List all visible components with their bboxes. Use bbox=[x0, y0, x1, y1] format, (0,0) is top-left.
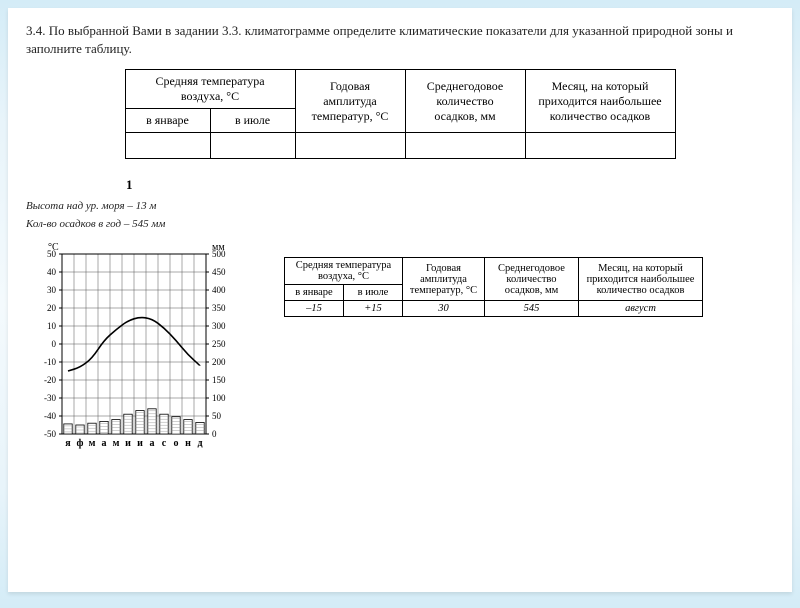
svg-text:50: 50 bbox=[212, 411, 222, 421]
svg-text:0: 0 bbox=[212, 429, 217, 439]
ans-hdr-avg-temp: Средняя температура воздуха, °С bbox=[285, 258, 403, 285]
svg-text:50: 50 bbox=[47, 249, 57, 259]
cell-jan[interactable] bbox=[125, 133, 210, 159]
svg-text:а: а bbox=[102, 438, 107, 449]
hdr-jan: в январе bbox=[125, 109, 210, 133]
svg-text:450: 450 bbox=[212, 267, 226, 277]
svg-text:а: а bbox=[150, 438, 155, 449]
task-number: 3.4. bbox=[26, 23, 46, 38]
svg-text:500: 500 bbox=[212, 249, 226, 259]
svg-text:и: и bbox=[137, 438, 143, 449]
ans-hdr-amplitude: Годовая амплитуда температур, °С bbox=[403, 258, 485, 301]
ans-hdr-precip: Среднегодовое количество осадков, мм bbox=[485, 258, 579, 301]
hdr-avg-temp: Средняя температура воздуха, °С bbox=[125, 70, 295, 109]
hdr-precip: Среднегодовое количество осадков, мм bbox=[405, 70, 525, 133]
svg-text:д: д bbox=[197, 438, 202, 449]
svg-text:400: 400 bbox=[212, 285, 226, 295]
hdr-amplitude: Годовая амплитуда температур, °С bbox=[295, 70, 405, 133]
climatogram-chart: °Смм50500404503040020350103000250-10200-… bbox=[26, 236, 256, 466]
cell-jul[interactable] bbox=[210, 133, 295, 159]
svg-text:-20: -20 bbox=[44, 375, 56, 385]
svg-text:-30: -30 bbox=[44, 393, 56, 403]
svg-text:с: с bbox=[162, 438, 167, 449]
answer-table: Средняя температура воздуха, °С Годовая … bbox=[284, 257, 703, 317]
cell-max-month[interactable] bbox=[525, 133, 675, 159]
ans-hdr-max-month: Месяц, на который приходится наибольшее … bbox=[579, 258, 703, 301]
svg-text:-50: -50 bbox=[44, 429, 56, 439]
svg-text:30: 30 bbox=[47, 285, 57, 295]
svg-text:350: 350 bbox=[212, 303, 226, 313]
svg-text:300: 300 bbox=[212, 321, 226, 331]
chart-number: 1 bbox=[126, 177, 266, 193]
svg-text:100: 100 bbox=[212, 393, 226, 403]
chart-precip-total: Кол-во осадков в год – 545 мм bbox=[26, 217, 266, 231]
svg-text:-10: -10 bbox=[44, 357, 56, 367]
cell-amplitude[interactable] bbox=[295, 133, 405, 159]
svg-text:о: о bbox=[174, 438, 179, 449]
svg-text:-40: -40 bbox=[44, 411, 56, 421]
climatogram-block: 1 Высота над ур. моря – 13 м Кол-во осад… bbox=[26, 177, 266, 466]
ans-precip: 545 bbox=[485, 301, 579, 317]
ans-jan: –15 bbox=[285, 301, 344, 317]
svg-text:10: 10 bbox=[47, 321, 57, 331]
hdr-jul: в июле bbox=[210, 109, 295, 133]
svg-text:200: 200 bbox=[212, 357, 226, 367]
input-table: Средняя температура воздуха, °С Годовая … bbox=[125, 69, 676, 159]
svg-text:н: н bbox=[185, 438, 191, 449]
svg-text:и: и bbox=[125, 438, 131, 449]
ans-hdr-jan: в январе bbox=[285, 285, 344, 301]
svg-text:ф: ф bbox=[77, 438, 84, 449]
ans-hdr-jul: в июле bbox=[344, 285, 403, 301]
ans-amplitude: 30 bbox=[403, 301, 485, 317]
hdr-max-month: Месяц, на который приходится наибольшее … bbox=[525, 70, 675, 133]
svg-text:я: я bbox=[65, 438, 71, 449]
ans-max-month: август bbox=[579, 301, 703, 317]
ans-jul: +15 bbox=[344, 301, 403, 317]
svg-text:м: м bbox=[113, 438, 120, 449]
chart-altitude: Высота над ур. моря – 13 м bbox=[26, 199, 266, 213]
task-body: По выбранной Вами в задании 3.3. климато… bbox=[26, 23, 733, 56]
svg-text:20: 20 bbox=[47, 303, 57, 313]
svg-text:м: м bbox=[89, 438, 96, 449]
svg-text:40: 40 bbox=[47, 267, 57, 277]
answer-block: Средняя температура воздуха, °С Годовая … bbox=[284, 257, 703, 317]
svg-text:150: 150 bbox=[212, 375, 226, 385]
svg-text:250: 250 bbox=[212, 339, 226, 349]
svg-text:0: 0 bbox=[52, 339, 57, 349]
worksheet-page: 3.4. По выбранной Вами в задании 3.3. кл… bbox=[8, 8, 792, 592]
task-statement: 3.4. По выбранной Вами в задании 3.3. кл… bbox=[26, 22, 774, 57]
cell-precip[interactable] bbox=[405, 133, 525, 159]
